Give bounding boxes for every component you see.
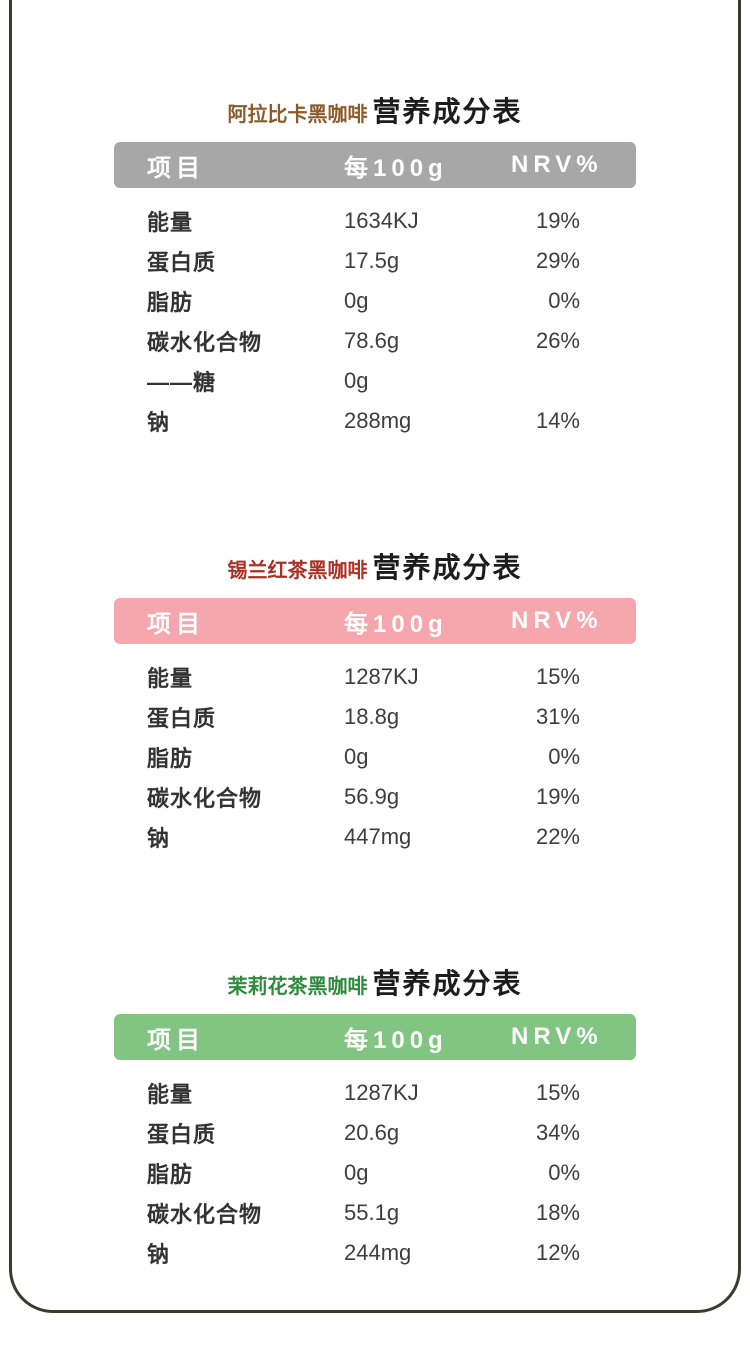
row-per100g-value: 17.5g [344,248,400,273]
table-title: 阿拉比卡黑咖啡 营养成分表 [114,90,636,130]
row-per100g-value: 1287KJ [344,664,419,689]
row-nrv-value: 19% [535,208,580,233]
title-suffix: 营养成分表 [372,96,523,127]
table-title: 茉莉花茶黑咖啡 营养成分表 [114,962,636,1002]
title-suffix: 营养成分表 [372,552,523,583]
table-row: 能量 1634KJ 19% [114,201,636,241]
row-nrv-value: 0% [548,288,580,313]
column-header-nrv: NRV% [511,151,603,178]
table-row: ——糖 0g [114,361,636,401]
table-body: 能量 1287KJ 15% 蛋白质 18.8g 31% 脂肪 0g 0% 碳水化… [114,644,636,857]
nutrition-table-arabica: 阿拉比卡黑咖啡 营养成分表 项目 每100g NRV% 能量 1634KJ 19… [114,90,636,441]
row-per100g-value: 20.6g [344,1120,400,1145]
row-per100g-value: 78.6g [344,328,400,353]
row-item-label: 碳水化合物 [147,786,263,811]
table-title: 锡兰红茶黑咖啡 营养成分表 [114,546,636,586]
product-name: 阿拉比卡黑咖啡 [227,104,368,126]
row-per100g-value: 0g [344,744,369,769]
row-nrv-value: 15% [535,1080,580,1105]
row-per100g-value: 0g [344,288,369,313]
row-item-label: 能量 [147,1082,194,1107]
row-nrv-value: 15% [535,664,580,689]
row-nrv-value: 31% [535,704,580,729]
table-row: 蛋白质 18.8g 31% [114,697,636,737]
row-per100g-value: 0g [344,368,369,393]
row-item-label: 蛋白质 [147,1122,217,1147]
row-nrv-value: 34% [535,1120,580,1145]
row-per100g-value: 55.1g [344,1200,400,1225]
nutrition-table-jasmine-tea: 茉莉花茶黑咖啡 营养成分表 项目 每100g NRV% 能量 1287KJ 15… [114,962,636,1273]
table-body: 能量 1287KJ 15% 蛋白质 20.6g 34% 脂肪 0g 0% 碳水化… [114,1060,636,1273]
table-row: 钠 244mg 12% [114,1233,636,1273]
nutrition-label-page: 阿拉比卡黑咖啡 营养成分表 项目 每100g NRV% 能量 1634KJ 19… [114,90,636,1273]
column-header-item: 项目 [147,610,205,638]
row-per100g-value: 244mg [344,1240,412,1265]
row-item-label: 碳水化合物 [147,330,263,355]
row-per100g-value: 288mg [344,408,412,433]
row-nrv-value: 22% [535,824,580,849]
row-nrv-value: 18% [535,1200,580,1225]
row-item-label: 钠 [147,826,171,851]
row-per100g-value: 447mg [344,824,412,849]
row-item-label: 钠 [147,410,171,435]
row-per100g-value: 18.8g [344,704,400,729]
column-header-nrv: NRV% [511,1023,603,1050]
table-row: 碳水化合物 56.9g 19% [114,777,636,817]
row-item-label: 碳水化合物 [147,1202,263,1227]
column-header-per100g: 每100g [344,610,448,638]
row-item-label: 脂肪 [147,1162,194,1187]
table-row: 钠 288mg 14% [114,401,636,441]
row-nrv-value: 0% [548,1160,580,1185]
table-row: 脂肪 0g 0% [114,281,636,321]
column-header-nrv: NRV% [511,607,603,634]
row-item-label: 脂肪 [147,290,194,315]
table-row: 蛋白质 20.6g 34% [114,1113,636,1153]
table-row: 脂肪 0g 0% [114,1153,636,1193]
table-row: 蛋白质 17.5g 29% [114,241,636,281]
row-per100g-value: 56.9g [344,784,400,809]
row-per100g-value: 0g [344,1160,369,1185]
product-name: 锡兰红茶黑咖啡 [227,560,368,582]
nutrition-table-ceylon-tea: 锡兰红茶黑咖啡 营养成分表 项目 每100g NRV% 能量 1287KJ 15… [114,546,636,857]
table-body: 能量 1634KJ 19% 蛋白质 17.5g 29% 脂肪 0g 0% 碳水化… [114,188,636,441]
table-row: 碳水化合物 78.6g 26% [114,321,636,361]
title-suffix: 营养成分表 [372,968,523,999]
row-nrv-value: 0% [548,744,580,769]
row-item-label: 蛋白质 [147,706,217,731]
row-nrv-value: 19% [535,784,580,809]
row-item-label: 钠 [147,1242,171,1267]
column-header-item: 项目 [147,1026,205,1054]
row-item-label: 蛋白质 [147,250,217,275]
row-item-label: ——糖 [147,370,217,395]
table-header-row: 项目 每100g NRV% [114,598,636,644]
table-row: 能量 1287KJ 15% [114,1073,636,1113]
table-row: 钠 447mg 22% [114,817,636,857]
table-row: 脂肪 0g 0% [114,737,636,777]
row-per100g-value: 1634KJ [344,208,419,233]
column-header-per100g: 每100g [344,154,448,182]
table-row: 能量 1287KJ 15% [114,657,636,697]
row-item-label: 能量 [147,666,194,691]
row-nrv-value: 12% [535,1240,580,1265]
table-row: 碳水化合物 55.1g 18% [114,1193,636,1233]
row-item-label: 能量 [147,210,194,235]
row-nrv-value: 14% [535,408,580,433]
column-header-item: 项目 [147,154,205,182]
column-header-per100g: 每100g [344,1026,448,1054]
row-nrv-value: 29% [535,248,580,273]
table-header-row: 项目 每100g NRV% [114,142,636,188]
row-item-label: 脂肪 [147,746,194,771]
row-nrv-value: 26% [535,328,580,353]
table-header-row: 项目 每100g NRV% [114,1014,636,1060]
row-per100g-value: 1287KJ [344,1080,419,1105]
product-name: 茉莉花茶黑咖啡 [227,976,368,998]
